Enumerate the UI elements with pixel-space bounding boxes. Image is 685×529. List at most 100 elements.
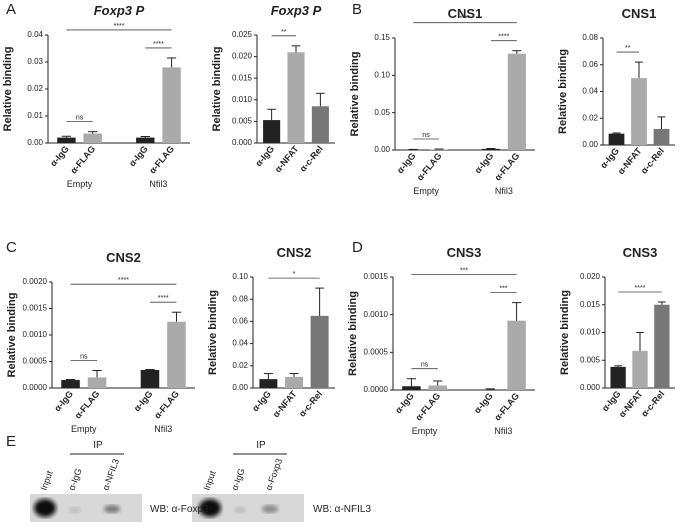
panel-label: E	[6, 433, 16, 450]
x-tick-label: α-FLAG	[413, 391, 442, 423]
y-tick-label: 0.03	[27, 57, 43, 66]
y-tick-label: 0.15	[374, 33, 390, 42]
lane-label: α-IgG	[66, 467, 83, 492]
bar	[631, 78, 647, 145]
y-tick-label: 0.02	[582, 113, 598, 122]
group-label: Empty	[413, 186, 439, 196]
y-tick-label: 0.0000	[364, 385, 389, 394]
y-tick-label: 0.05	[374, 108, 390, 117]
y-tick-label: 0.04	[27, 30, 43, 39]
bar	[507, 321, 525, 390]
x-tick-label: α-IgG	[472, 391, 495, 415]
y-tick-label: 0.00	[374, 145, 390, 154]
y-tick-label: 0.000	[232, 138, 253, 147]
y-axis-label: Relative binding	[6, 293, 18, 378]
group-label: Empty	[412, 426, 438, 436]
x-tick-label: α-c-Rel	[297, 389, 324, 419]
bar	[259, 379, 277, 388]
y-axis-label: Relative binding	[559, 290, 571, 375]
x-tick-label: α-FLAG	[68, 144, 97, 176]
y-tick-label: 0.020	[580, 272, 601, 281]
ip-label: IP	[256, 440, 266, 451]
y-tick-label: 0.0020	[23, 277, 48, 286]
significance-label: **	[281, 29, 287, 36]
y-axis-label: Relative binding	[2, 47, 14, 132]
panel-label: A	[6, 1, 16, 18]
x-tick-label: α-NFAT	[273, 143, 301, 174]
panel-label: B	[352, 1, 362, 18]
lane-label: α-NFIL3	[100, 458, 121, 492]
y-tick-label: 0.04	[232, 339, 248, 348]
y-tick-label: 0.0000	[23, 383, 48, 392]
y-tick-label: 0.10	[232, 272, 248, 281]
bar	[167, 322, 186, 388]
y-tick-label: 0.0015	[23, 304, 48, 313]
significance-label: ****	[635, 285, 646, 292]
y-tick-label: 0.0005	[23, 357, 48, 366]
x-tick-label: α-IgG	[127, 144, 150, 168]
x-tick-label: α-IgG	[48, 144, 71, 168]
significance-label: ns	[80, 354, 88, 361]
y-tick-label: 0.04	[582, 87, 598, 96]
y-tick-label: 0.020	[232, 52, 253, 61]
bar	[312, 106, 329, 143]
significance-label: ns	[422, 132, 430, 139]
bar	[287, 52, 304, 143]
chart-title: CNS3	[623, 245, 658, 260]
significance-label: ****	[114, 23, 125, 30]
chart-title: CNS1	[622, 6, 657, 21]
chart-title: Foxp3 P	[271, 3, 322, 18]
y-tick-label: 0.0015	[364, 272, 389, 281]
bar	[311, 316, 329, 388]
significance-label: *	[293, 271, 296, 278]
x-tick-label: α-c-Rel	[639, 389, 666, 419]
bar	[57, 138, 75, 143]
bar	[402, 386, 420, 390]
ip-label: IP	[93, 440, 103, 451]
bar	[429, 385, 447, 390]
y-tick-label: 0.06	[582, 60, 598, 69]
y-tick-label: 0.00	[27, 138, 43, 147]
blot-band	[234, 507, 246, 513]
group-label: Nfil3	[149, 179, 167, 189]
bar	[84, 134, 102, 143]
blot-band	[104, 505, 120, 513]
significance-label: ***	[460, 268, 468, 275]
blot-band	[262, 505, 278, 513]
y-axis-label: Relative binding	[557, 49, 569, 134]
significance-label: ***	[499, 286, 507, 293]
chart-title: Foxp3 P	[94, 3, 145, 18]
x-tick-label: α-FLAG	[492, 151, 521, 183]
y-tick-label: 0.015	[580, 300, 601, 309]
x-tick-label: α-IgG	[132, 389, 155, 413]
blot-band	[69, 507, 81, 513]
y-tick-label: 0.000	[580, 383, 601, 392]
y-tick-label: 0.02	[232, 361, 248, 370]
y-tick-label: 0.00	[582, 140, 598, 149]
significance-label: ns	[421, 362, 429, 369]
x-tick-label: α-c-Rel	[298, 144, 325, 174]
x-tick-label: α-IgG	[473, 151, 496, 175]
group-label: Empty	[71, 424, 97, 434]
y-tick-label: 0.08	[232, 294, 248, 303]
chart-title: CNS2	[277, 245, 312, 260]
significance-label: ****	[460, 16, 471, 23]
blot-band	[34, 499, 56, 517]
significance-label: ns	[76, 115, 84, 122]
significance-label: **	[625, 45, 631, 52]
y-tick-label: 0.0005	[364, 347, 389, 356]
y-tick-label: 0.0010	[364, 310, 389, 319]
x-tick-label: α-FLAG	[415, 151, 444, 183]
lane-label: Input	[38, 469, 54, 492]
x-tick-label: α-NFAT	[271, 388, 299, 419]
group-label: Nfil3	[494, 426, 512, 436]
y-axis-label: Relative binding	[207, 290, 219, 375]
x-tick-label: α-FLAG	[492, 391, 521, 423]
bar	[141, 370, 160, 388]
significance-label: ****	[158, 295, 169, 302]
x-tick-label: α-FLAG	[152, 389, 181, 421]
y-tick-label: 0.010	[232, 95, 253, 104]
wb-label: WB: α-Foxp3	[150, 504, 209, 515]
y-axis-label: Relative binding	[349, 52, 361, 137]
y-tick-label: 0.10	[374, 70, 390, 79]
